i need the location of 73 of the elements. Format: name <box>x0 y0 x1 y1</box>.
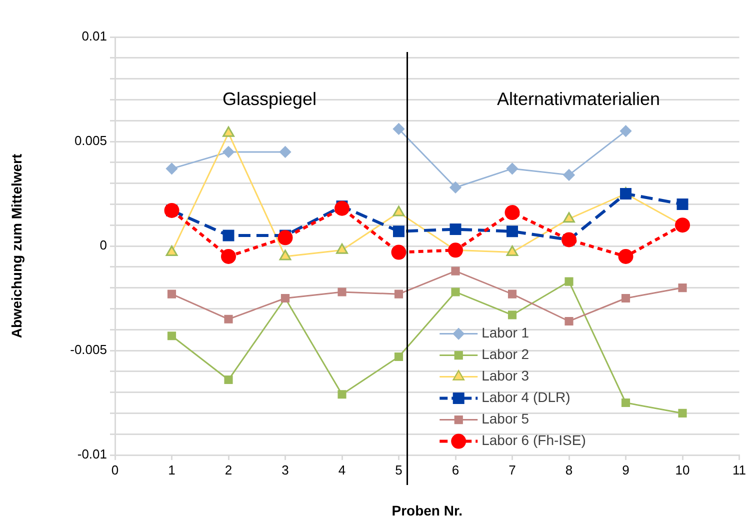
point <box>506 246 518 256</box>
point <box>564 316 574 326</box>
point <box>450 224 462 236</box>
legend-label: Labor 3 <box>482 368 530 384</box>
x-tick-label: 1 <box>168 462 176 478</box>
x-tick-label: 8 <box>565 462 573 478</box>
legend-label: Labor 2 <box>482 346 530 362</box>
x-tick-label: 10 <box>675 462 690 478</box>
annotation: Alternativmaterialien <box>496 88 660 109</box>
point <box>620 125 632 137</box>
point <box>222 146 234 158</box>
point <box>508 310 517 320</box>
legend-label: Labor 6 (Fh-ISE) <box>482 432 586 448</box>
point <box>334 200 350 216</box>
point <box>166 246 178 256</box>
point <box>222 126 234 137</box>
x-tick-label: 7 <box>508 462 516 478</box>
x-axis-title: Proben Nr. <box>392 502 463 518</box>
x-tick-label: 11 <box>732 462 746 478</box>
point <box>278 230 293 246</box>
point <box>166 162 178 174</box>
y-tick-label: -0.005 <box>70 342 107 358</box>
annotation: Glasspiegel <box>222 88 317 109</box>
point <box>563 212 575 223</box>
point <box>336 243 348 254</box>
point <box>448 242 463 258</box>
y-tick-label: 0.01 <box>82 28 107 44</box>
point <box>222 230 234 242</box>
point <box>621 398 630 408</box>
y-tick-label: 0 <box>100 238 107 253</box>
point <box>618 248 634 264</box>
point <box>392 206 405 216</box>
point <box>167 332 176 340</box>
x-tick-label: 9 <box>622 462 630 478</box>
point <box>678 408 687 418</box>
point <box>224 314 233 324</box>
point <box>450 182 462 194</box>
point <box>506 162 518 174</box>
point <box>393 226 404 238</box>
y-axis-title: Abweichung zum Mittelwert <box>8 153 24 338</box>
point <box>675 218 690 233</box>
point <box>678 284 687 292</box>
x-tick-label: 6 <box>452 462 460 478</box>
point <box>391 244 406 260</box>
point <box>563 169 575 181</box>
point <box>280 146 291 158</box>
point <box>338 390 346 399</box>
x-tick-label: 2 <box>224 462 232 478</box>
point <box>394 290 404 298</box>
point <box>224 375 233 384</box>
point <box>508 290 517 298</box>
legend-label: Labor 4 (DLR) <box>482 389 570 406</box>
point <box>451 266 460 276</box>
point <box>676 198 688 210</box>
legend-label: Labor 1 <box>482 324 530 341</box>
x-tick-label: 4 <box>338 462 346 478</box>
y-tick-label: 0.005 <box>74 133 107 148</box>
x-tick-label: 3 <box>282 462 289 478</box>
point <box>338 288 346 296</box>
legend-label: Labor 5 <box>482 410 530 427</box>
point <box>504 205 520 220</box>
point <box>506 226 518 238</box>
point <box>221 248 236 264</box>
point <box>167 290 176 298</box>
x-tick-label: 5 <box>395 462 402 478</box>
point <box>394 352 404 362</box>
point <box>451 288 460 296</box>
point <box>279 250 292 260</box>
point <box>621 294 630 303</box>
y-tick-label: -0.01 <box>77 446 107 462</box>
point <box>393 123 404 135</box>
x-tick-label: 0 <box>111 462 119 478</box>
point <box>564 277 574 286</box>
